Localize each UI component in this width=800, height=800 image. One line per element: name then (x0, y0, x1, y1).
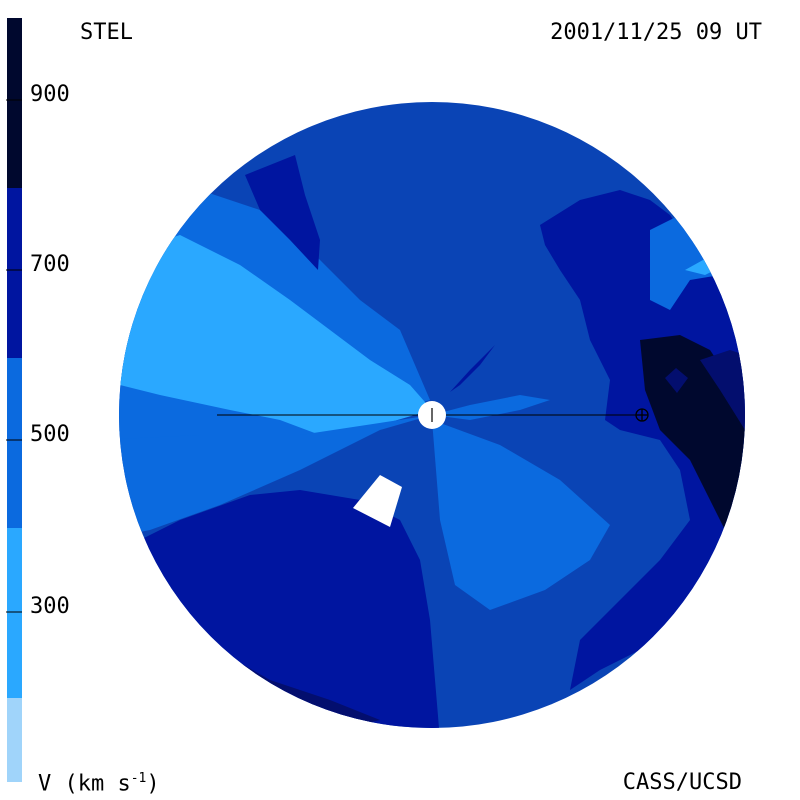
earth-icon (635, 408, 649, 422)
colorbar-segment-6 (7, 18, 22, 188)
colorbar-tick-label-500: 500 (30, 422, 70, 447)
velocity-units-text: V (km s (38, 771, 131, 797)
region-right-small-band (432, 395, 550, 420)
colorbar-segment-2 (7, 528, 22, 698)
velocity-units-close: ) (146, 771, 160, 797)
timestamp-label: 2001/11/25 09 UT (550, 20, 762, 45)
velocity-units-exponent: -1 (130, 771, 147, 786)
colorbar-tick-label-700: 700 (30, 252, 70, 277)
observatory-label: STEL (80, 20, 133, 45)
colorbar-segment-1 (7, 698, 22, 782)
region-light-band (119, 235, 432, 435)
region-right-mid-dark (700, 350, 745, 450)
colorbar-segment-3 (7, 358, 22, 528)
region-right-dark (540, 190, 745, 690)
region-lower-center-lobe (432, 420, 610, 610)
colorbar-segment-5 (7, 188, 22, 358)
colorbar-tick-label-900: 900 (30, 82, 70, 107)
velocity-units-label: V (km s-1) (38, 772, 160, 795)
region-upper-streak (245, 155, 320, 270)
data-gap-region (353, 475, 402, 527)
region-lower-left-band (119, 415, 432, 540)
colorbar-tick-label-300: 300 (30, 594, 70, 619)
region-small-diamond (665, 368, 688, 393)
institution-label: CASS/UCSD (622, 770, 742, 795)
region-center-streak (450, 345, 495, 392)
